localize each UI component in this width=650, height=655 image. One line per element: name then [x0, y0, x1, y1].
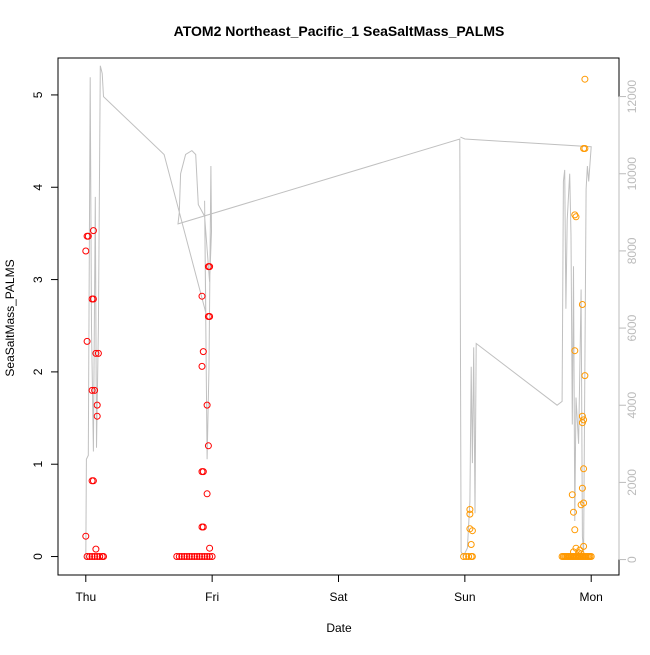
data-point [199, 348, 207, 356]
data-point [572, 213, 580, 221]
axes-layer: Thu Fri Sat Sun Mon 0 1 2 3 4 5 0 2000 4000 6000 8000 10… [31, 80, 639, 604]
data-point [570, 508, 577, 516]
data-point [468, 553, 476, 560]
altitude-series-line [85, 65, 592, 560]
data-point [465, 553, 473, 560]
x-tick-label: Sat [329, 590, 348, 604]
x-tick-label: Fri [205, 590, 219, 604]
data-point [568, 491, 576, 499]
data-point [204, 442, 212, 450]
data-point [587, 553, 595, 560]
x-tick-label: Mon [580, 590, 603, 604]
y-tick-label: 1 [31, 461, 45, 468]
data-point [206, 553, 214, 560]
y2-tick-label: 4000 [625, 392, 639, 419]
data-point [82, 247, 90, 255]
data-point [178, 553, 186, 560]
data-point [580, 542, 588, 550]
data-point [93, 412, 101, 420]
x-axis-label: Date [326, 621, 352, 635]
data-point [578, 484, 586, 492]
data-point [571, 526, 579, 534]
data-point [193, 553, 201, 560]
data-point [203, 490, 211, 498]
altitude-line-layer [85, 65, 592, 560]
data-point [83, 337, 91, 345]
data-point [199, 468, 207, 476]
data-point [188, 553, 196, 560]
chart-title: ATOM2 Northeast_Pacific_1 SeaSaltMass_PA… [174, 23, 505, 39]
data-point [208, 553, 216, 560]
x-tick-label: Thu [75, 590, 96, 604]
data-point [206, 313, 214, 320]
data-point [88, 553, 96, 560]
data-point [203, 401, 211, 409]
data-point [581, 372, 589, 380]
data-point [82, 532, 90, 540]
y2-tick-label: 0 [625, 556, 639, 563]
data-point [577, 501, 585, 509]
y-tick-label: 4 [31, 184, 45, 191]
data-point [198, 553, 206, 560]
y2-tick-label: 8000 [625, 237, 639, 264]
data-point [86, 553, 94, 560]
data-point [203, 553, 211, 560]
data-point [91, 386, 99, 394]
data-point [198, 292, 206, 300]
data-point [571, 347, 579, 355]
data-point [96, 553, 104, 560]
y-axis-label: SeaSaltMass_PALMS [3, 259, 17, 376]
data-point [468, 527, 476, 535]
data-point [206, 263, 214, 271]
data-point [580, 465, 588, 473]
data-point [578, 301, 586, 308]
data-point [84, 232, 92, 240]
data-point [201, 553, 209, 560]
data-points-layer [82, 75, 595, 560]
data-point [180, 553, 188, 560]
data-point [185, 553, 193, 560]
data-point [94, 349, 102, 357]
y-tick-label: 5 [31, 91, 45, 98]
data-point [89, 227, 97, 235]
data-point [198, 362, 206, 370]
data-point [175, 553, 183, 560]
data-point [206, 544, 214, 552]
data-point [191, 553, 198, 560]
y-tick-label: 3 [31, 276, 45, 283]
data-point [578, 419, 586, 427]
data-point [100, 553, 107, 560]
data-point [92, 349, 100, 357]
plot-box [57, 57, 620, 576]
x-tick-label: Sun [454, 590, 475, 604]
data-point [88, 386, 96, 394]
data-point [196, 553, 203, 560]
data-point [460, 553, 468, 560]
y2-tick-label: 2000 [625, 469, 639, 496]
data-point [83, 553, 91, 560]
data-point [581, 145, 589, 152]
data-point [199, 523, 207, 531]
data-point [571, 211, 579, 219]
data-point [89, 477, 97, 485]
data-point [89, 295, 97, 303]
data-point [173, 553, 181, 560]
data-point [466, 510, 474, 518]
data-point [93, 401, 101, 409]
data-point [467, 541, 475, 548]
y-tick-label: 0 [31, 553, 45, 560]
y2-tick-label: 6000 [625, 314, 639, 341]
y2-tick-label: 12000 [625, 80, 639, 114]
data-point [91, 553, 99, 560]
data-point [466, 506, 474, 513]
y2-tick-label: 10000 [625, 157, 639, 191]
data-point [183, 553, 191, 560]
data-point [581, 75, 589, 83]
y-tick-label: 2 [31, 368, 45, 375]
data-point [92, 545, 100, 553]
